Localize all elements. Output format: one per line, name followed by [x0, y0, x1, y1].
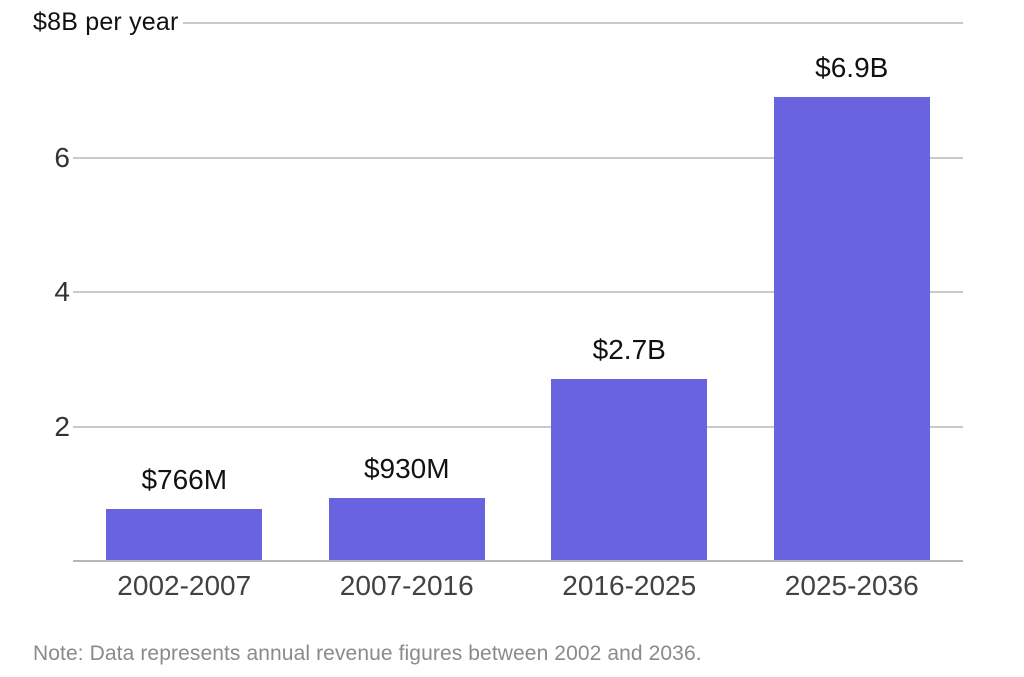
bar-value-label-2025-2036: $6.9B — [815, 51, 889, 83]
gridline-top — [182, 21, 963, 24]
chart-note: Note: Data represents annual revenue fig… — [33, 642, 702, 665]
bar-2016-2025 — [551, 379, 708, 560]
ytick-label-2: 2 — [54, 410, 70, 442]
chart-title-row: $8B per year — [33, 0, 963, 45]
bar-value-label-2007-2016: $930M — [363, 453, 450, 485]
category-label-2016-2025: 2016-2025 — [562, 570, 697, 601]
bar-value-label-2002-2007: $766M — [141, 464, 228, 496]
bar-2025-2036 — [773, 96, 930, 560]
x-axis-line — [73, 560, 963, 562]
bar-2002-2007 — [106, 509, 263, 560]
gridline-y4 — [73, 291, 963, 293]
bar-2007-2016 — [328, 498, 485, 560]
ytick-label-4: 4 — [54, 276, 70, 307]
category-label-2002-2007: 2002-2007 — [117, 570, 252, 601]
category-label-2025-2036: 2025-2036 — [784, 570, 919, 601]
category-label-2007-2016: 2007-2016 — [339, 570, 474, 601]
gridline-y6 — [73, 156, 963, 159]
bar-value-label-2016-2025: $2.7B — [592, 334, 666, 366]
chart-title: $8B per year — [33, 8, 179, 36]
ytick-label-6: 6 — [54, 141, 70, 173]
gridline-y2 — [73, 425, 963, 428]
